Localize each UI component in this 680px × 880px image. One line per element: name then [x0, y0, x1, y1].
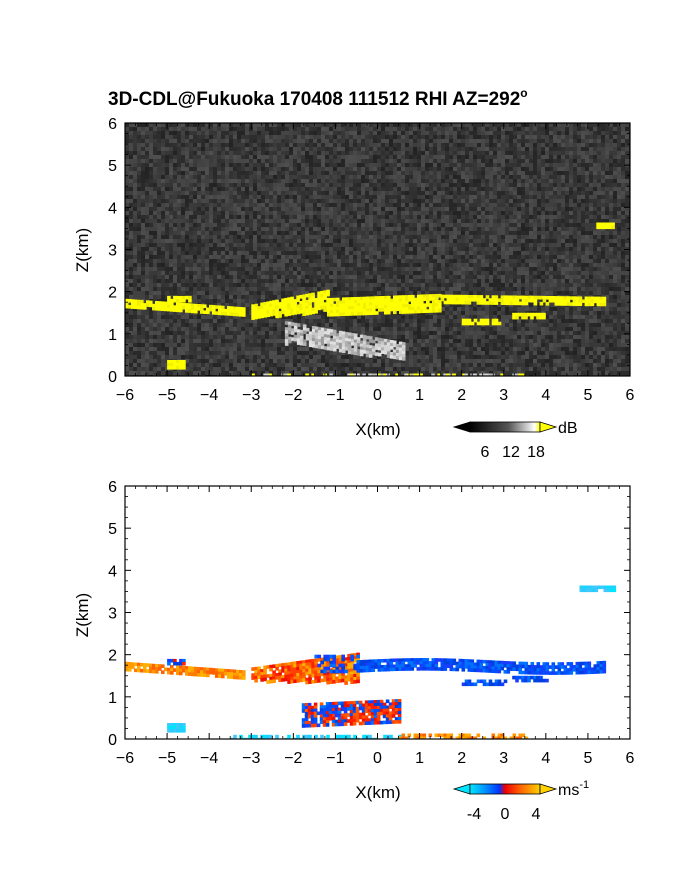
- panel1-colorbar-unit: dB: [558, 420, 578, 437]
- x-tick-label: 6: [626, 750, 635, 767]
- y-tick-label: 0: [108, 369, 117, 386]
- left-layer: [125, 661, 246, 680]
- x-tick-label: −3: [242, 387, 260, 404]
- y-tick-label: 4: [108, 563, 117, 580]
- right-layer: [356, 658, 607, 675]
- y-tick-label: 5: [108, 521, 117, 538]
- x-tick-label: 0: [373, 750, 382, 767]
- x-tick-label: 4: [541, 387, 550, 404]
- cloud-layer-right: [440, 294, 607, 307]
- y-tick-label: 1: [108, 327, 117, 344]
- x-tick-label: −4: [200, 387, 218, 404]
- panel1-colorbar-bar: [469, 421, 541, 433]
- panel2-colorbar-right-arrow: [539, 783, 558, 795]
- y-tick-label: 0: [108, 732, 117, 749]
- x-tick-label: −2: [284, 387, 302, 404]
- panel1-colorbar-right-arrow: [539, 421, 558, 433]
- panel1-xlabel: X(km): [355, 420, 400, 439]
- panel2-colorbar-left-arrow: [452, 783, 471, 795]
- cloud-layer-lower-right: [461, 318, 502, 326]
- panel2-xlabel: X(km): [355, 783, 400, 802]
- cloud-layer-left: [125, 298, 246, 317]
- panel2-colorbar-unit: ms-1: [558, 779, 589, 799]
- left-layer-patch: [167, 658, 186, 666]
- x-tick-label: −3: [242, 750, 260, 767]
- x-tick-label: −5: [158, 750, 176, 767]
- lower-plume: [284, 321, 406, 361]
- right-layer-lower2: [512, 675, 549, 683]
- panel2-colorbar-bar: [469, 783, 541, 795]
- right-layer-lower: [461, 679, 508, 687]
- x-tick-label: −2: [284, 750, 302, 767]
- panel2-features: [125, 585, 617, 739]
- x-tick-label: −1: [326, 750, 344, 767]
- panel2-colorbar-tick: 4: [532, 806, 541, 823]
- y-tick-label: 2: [108, 285, 117, 302]
- panel2-plot-area: [125, 486, 630, 739]
- near-ground-echo: [167, 360, 186, 370]
- x-tick-label: −6: [116, 750, 134, 767]
- x-tick-label: 2: [457, 387, 466, 404]
- x-tick-label: 1: [415, 750, 424, 767]
- x-tick-label: 4: [541, 750, 550, 767]
- panel2-axes: −6 −5 −4 −3 −2 −1 0 1 2 3 4 5 6 0 1 2 3 4 5 6: [108, 479, 634, 767]
- panel1-plot-area: [125, 123, 630, 376]
- panel1-noise: [125, 123, 630, 376]
- panel2-ylabel: Z(km): [73, 593, 92, 637]
- y-tick-label: 4: [108, 200, 117, 217]
- panel1-colorbar-left-arrow: [452, 421, 471, 433]
- x-tick-label: 2: [457, 750, 466, 767]
- panel2-background: [125, 486, 630, 739]
- panel1-axes: −6 −5 −4 −3 −2 −1 0 1 2 3 4 5 6 0 1 2 3 4 5 6: [108, 116, 634, 404]
- panel2-colorbar: ms-1 -4 0 4: [452, 779, 589, 823]
- panel1-ylabel: Z(km): [73, 228, 92, 272]
- x-tick-label: 0: [373, 387, 382, 404]
- x-tick-label: 3: [499, 387, 508, 404]
- x-tick-label: 6: [626, 387, 635, 404]
- panel1-colorbar-tick: 18: [527, 444, 545, 461]
- surface-band-right: [398, 733, 529, 739]
- lower-core: [301, 699, 402, 728]
- cloud-layer-middle: [327, 293, 442, 317]
- cloud-layer-patch: [167, 295, 192, 303]
- y-tick-label: 6: [108, 116, 117, 133]
- x-tick-label: 5: [583, 750, 592, 767]
- y-tick-label: 1: [108, 690, 117, 707]
- elevated-echo: [579, 585, 617, 593]
- x-tick-label: −1: [326, 387, 344, 404]
- x-tick-label: 3: [499, 750, 508, 767]
- panel1-colorbar: dB 6 12 18: [452, 420, 578, 461]
- y-tick-label: 5: [108, 158, 117, 175]
- elevated-echo: [596, 222, 615, 230]
- panel2-colorbar-tick: 0: [501, 806, 510, 823]
- x-tick-label: −6: [116, 387, 134, 404]
- x-tick-label: 1: [415, 387, 424, 404]
- cloud-layer-lower-right2: [512, 312, 546, 320]
- cloud-layer-core: [251, 289, 330, 320]
- panel1-colorbar-tick: 6: [481, 444, 490, 461]
- y-tick-label: 6: [108, 479, 117, 496]
- central-updraft-blue: [314, 654, 360, 674]
- x-tick-label: 5: [583, 387, 592, 404]
- panel1-colorbar-tick: 12: [502, 444, 520, 461]
- x-tick-label: −5: [158, 387, 176, 404]
- panel1-features: [125, 222, 615, 376]
- x-tick-label: −4: [200, 750, 218, 767]
- panel1-title: 3D-CDL@Fukuoka 170408 111512 RHI AZ=292o: [108, 86, 528, 110]
- panel2-colorbar-tick: -4: [467, 806, 481, 823]
- near-ground-echo: [167, 723, 186, 733]
- y-tick-label: 3: [108, 243, 117, 260]
- y-tick-label: 3: [108, 606, 117, 623]
- y-tick-label: 2: [108, 648, 117, 665]
